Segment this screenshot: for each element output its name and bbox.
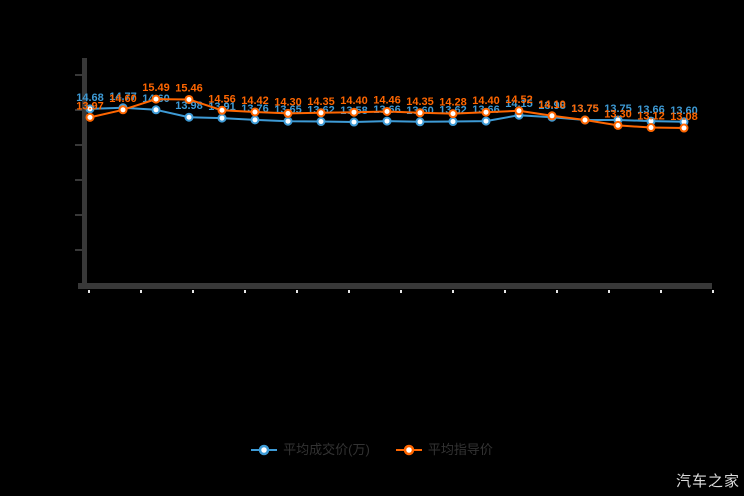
- x-axis-tick: [140, 290, 142, 293]
- legend-label-avg-msrp: 平均指导价: [427, 442, 493, 457]
- y-axis-line: [82, 58, 87, 289]
- data-label: 14.15: [505, 98, 533, 110]
- data-label: 13.98: [175, 100, 203, 112]
- x-axis-line: [78, 283, 712, 289]
- data-label: 14.60: [109, 93, 137, 105]
- data-label: 14.35: [307, 96, 335, 108]
- data-label: 14.46: [373, 94, 401, 106]
- x-axis-tick: [660, 290, 662, 293]
- x-axis-tick: [452, 290, 454, 293]
- data-point[interactable]: [151, 105, 161, 115]
- data-point[interactable]: [118, 105, 128, 115]
- x-axis-tick: [712, 290, 714, 293]
- data-point[interactable]: [679, 123, 689, 133]
- data-point[interactable]: [217, 105, 227, 115]
- legend-item-avg-deal-price[interactable]: 平均成交价(万): [251, 441, 370, 459]
- chart-legend: 平均成交价(万) 平均指导价: [0, 441, 744, 459]
- data-point[interactable]: [184, 112, 194, 122]
- data-label: 14.77: [109, 91, 137, 103]
- data-label: 13.98: [538, 100, 566, 112]
- data-point[interactable]: [184, 94, 194, 104]
- data-label: 14.52: [505, 94, 533, 106]
- data-label: 13.12: [637, 111, 665, 123]
- orange-line-marker-icon: [395, 444, 422, 456]
- x-axis-tick: [608, 290, 610, 293]
- data-point[interactable]: [250, 115, 260, 125]
- data-label: 14.68: [76, 92, 104, 104]
- data-label: 14.56: [208, 93, 236, 105]
- data-point[interactable]: [316, 117, 326, 127]
- data-label: 13.60: [670, 105, 698, 117]
- data-point[interactable]: [415, 117, 425, 127]
- data-point[interactable]: [349, 107, 359, 117]
- data-label: 14.30: [274, 96, 302, 108]
- x-axis-tick: [400, 290, 402, 293]
- data-label: 14.40: [340, 95, 368, 107]
- data-point[interactable]: [514, 106, 524, 116]
- autohome-watermark: 汽车之家: [675, 473, 740, 490]
- data-label: 13.66: [637, 104, 665, 116]
- data-point[interactable]: [481, 116, 491, 126]
- data-label: 13.97: [76, 100, 104, 112]
- data-point[interactable]: [316, 108, 326, 118]
- data-point[interactable]: [283, 116, 293, 126]
- data-point[interactable]: [448, 109, 458, 119]
- data-label: 13.75: [571, 103, 599, 115]
- x-axis-tick: [296, 290, 298, 293]
- data-label: 14.28: [439, 97, 467, 109]
- data-label: 13.08: [670, 111, 698, 123]
- data-label: 13.30: [604, 108, 632, 120]
- x-axis-tick: [504, 290, 506, 293]
- data-point[interactable]: [283, 108, 293, 118]
- data-label: 14.40: [472, 95, 500, 107]
- legend-item-avg-msrp[interactable]: 平均指导价: [395, 441, 493, 459]
- data-point[interactable]: [415, 108, 425, 118]
- data-label: 14.42: [241, 95, 269, 107]
- data-point[interactable]: [580, 115, 590, 125]
- data-label: 15.46: [175, 82, 203, 94]
- data-label: 15.49: [142, 82, 170, 94]
- data-label: 14.35: [406, 96, 434, 108]
- data-label: 14.10: [538, 99, 566, 111]
- x-axis-tick: [88, 290, 90, 293]
- x-axis-tick: [556, 290, 558, 293]
- data-point[interactable]: [151, 94, 161, 104]
- blue-line-marker-icon: [251, 444, 278, 456]
- data-point[interactable]: [250, 107, 260, 117]
- data-label: 13.75: [604, 103, 632, 115]
- data-point[interactable]: [85, 112, 95, 122]
- data-label: 13.75: [571, 103, 599, 115]
- data-point[interactable]: [646, 123, 656, 133]
- x-axis-tick: [348, 290, 350, 293]
- x-axis-tick: [192, 290, 194, 293]
- data-point[interactable]: [85, 104, 95, 114]
- x-axis-tick: [244, 290, 246, 293]
- data-point[interactable]: [448, 117, 458, 127]
- data-point[interactable]: [547, 111, 557, 121]
- data-point[interactable]: [613, 120, 623, 130]
- data-point[interactable]: [349, 117, 359, 127]
- data-point[interactable]: [382, 106, 392, 116]
- data-point[interactable]: [217, 113, 227, 123]
- data-point[interactable]: [382, 116, 392, 126]
- data-point[interactable]: [481, 107, 491, 117]
- legend-label-avg-deal-price: 平均成交价(万): [283, 442, 370, 457]
